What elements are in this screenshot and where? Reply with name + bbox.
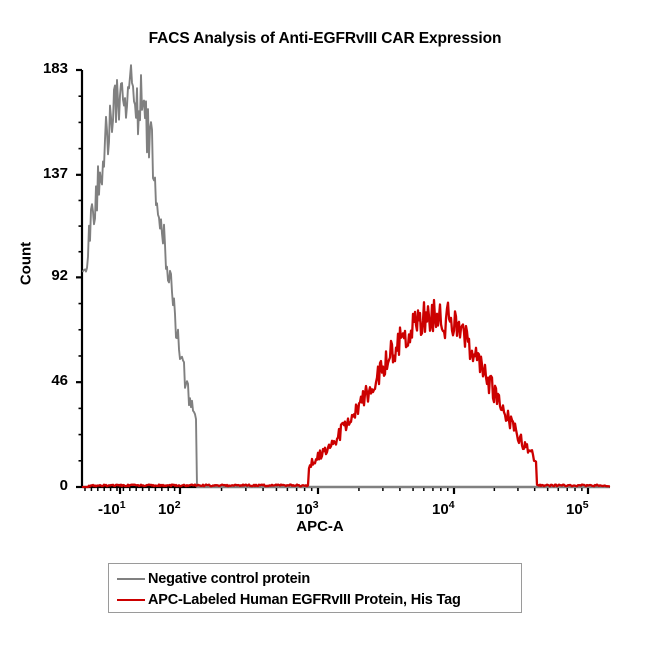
legend-line-swatch-red: [117, 598, 145, 601]
histogram-curve: [81, 298, 611, 489]
y-tick-label: 183: [42, 60, 68, 77]
legend-item-apc-labeled[interactable]: APC-Labeled Human EGFRvIII Protein, His …: [109, 589, 521, 610]
y-tick-label: 137: [42, 164, 68, 182]
legend-item-negative-control[interactable]: Negative control protein: [109, 568, 521, 589]
y-tick-label: 92: [51, 267, 68, 285]
y-tick-label: 46: [51, 372, 68, 390]
legend-line-swatch-gray: [117, 577, 145, 580]
x-axis-title: APC-A: [296, 518, 344, 535]
histogram-curves: [81, 64, 611, 489]
y-axis-ticks: [76, 68, 82, 489]
page-title: FACS Analysis of Anti-EGFRvIII CAR Expre…: [148, 30, 502, 47]
y-tick-label: 0: [59, 477, 68, 494]
legend-label: APC-Labeled Human EGFRvIII Protein, His …: [148, 591, 461, 608]
legend: Negative control protein APC-Labeled Hum…: [108, 563, 522, 613]
legend-label: Negative control protein: [148, 570, 310, 587]
x-tick-label: 103: [296, 499, 319, 518]
x-tick-label: 104: [432, 499, 455, 518]
x-tick-label: 105: [566, 499, 589, 518]
histogram-curve: [82, 64, 610, 488]
x-tick-label: 102: [158, 499, 181, 518]
x-tick-label: -101: [98, 499, 126, 518]
